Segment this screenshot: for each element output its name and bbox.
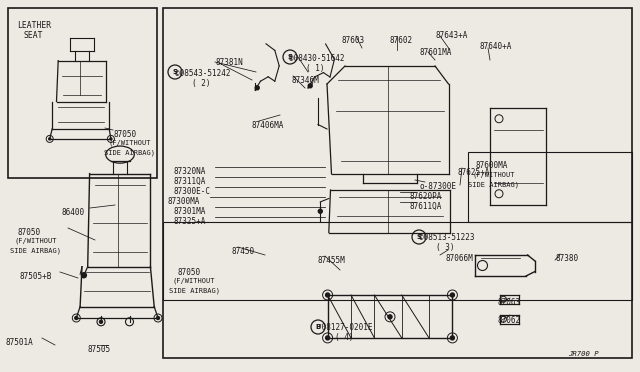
Circle shape: [451, 293, 454, 297]
Text: 87625+A: 87625+A: [458, 168, 490, 177]
Text: 87050: 87050: [18, 228, 41, 237]
Text: 87346M: 87346M: [292, 76, 320, 85]
Text: 87603: 87603: [341, 36, 364, 45]
Circle shape: [157, 317, 159, 320]
Text: ©08543-51242: ©08543-51242: [175, 69, 230, 78]
Text: S: S: [417, 234, 422, 240]
Text: 87640+A: 87640+A: [480, 42, 513, 51]
Text: ©08513-51223: ©08513-51223: [419, 233, 474, 242]
Text: 87450: 87450: [232, 247, 255, 256]
Bar: [163, 8, 632, 358]
Text: 87505+B: 87505+B: [20, 272, 52, 281]
Text: JR700 P: JR700 P: [568, 351, 598, 357]
Text: 87501A: 87501A: [5, 338, 33, 347]
Circle shape: [451, 336, 454, 340]
Text: ( 1): ( 1): [306, 64, 324, 73]
Text: 87601MA: 87601MA: [420, 48, 452, 57]
Text: ( 4): ( 4): [335, 333, 353, 342]
Text: 87311QA: 87311QA: [173, 177, 205, 186]
Text: ²08127-0201E: ²08127-0201E: [318, 323, 374, 332]
Circle shape: [109, 138, 112, 140]
Text: SIDE AIRBAG): SIDE AIRBAG): [104, 150, 155, 157]
Text: 87050: 87050: [113, 130, 136, 139]
Text: 87380: 87380: [556, 254, 579, 263]
Text: 87300E-C: 87300E-C: [173, 187, 210, 196]
Text: 87062: 87062: [498, 316, 521, 325]
Text: (F/WITHOUT: (F/WITHOUT: [14, 238, 56, 244]
Text: SIDE AIRBAG): SIDE AIRBAG): [10, 248, 61, 254]
Text: 87381N: 87381N: [215, 58, 243, 67]
Text: 87406MA: 87406MA: [252, 121, 284, 130]
Text: 87301MA: 87301MA: [173, 207, 205, 216]
Text: ( 2): ( 2): [192, 79, 211, 88]
Text: o-87300E: o-87300E: [420, 182, 457, 191]
Text: 87600MA: 87600MA: [476, 161, 508, 170]
Circle shape: [388, 315, 392, 319]
Text: SEAT: SEAT: [24, 31, 44, 40]
Circle shape: [99, 320, 102, 323]
Text: 87455M: 87455M: [318, 256, 346, 265]
Bar: [8, 8, 157, 178]
Text: B: B: [316, 324, 321, 330]
Text: ( 3): ( 3): [436, 243, 454, 252]
Text: 87066M: 87066M: [446, 254, 474, 263]
Text: (F/WITHOUT: (F/WITHOUT: [108, 140, 150, 147]
Circle shape: [326, 293, 330, 297]
Circle shape: [255, 86, 259, 90]
Circle shape: [326, 336, 330, 340]
Circle shape: [49, 138, 51, 140]
Circle shape: [75, 317, 78, 320]
Circle shape: [318, 209, 323, 213]
Bar: [163, 222, 632, 300]
Text: 87643+A: 87643+A: [436, 31, 468, 40]
Circle shape: [308, 84, 312, 88]
Text: SIDE AIRBAG): SIDE AIRBAG): [169, 288, 220, 295]
Bar: [468, 152, 632, 222]
Text: 87063: 87063: [498, 298, 521, 307]
Text: 87320NA: 87320NA: [173, 167, 205, 176]
Text: S: S: [173, 69, 177, 75]
Text: 87611QA: 87611QA: [410, 202, 442, 211]
Text: (F/WITHOUT: (F/WITHOUT: [472, 171, 515, 177]
Text: LEATHER: LEATHER: [17, 21, 51, 30]
Text: 86400: 86400: [61, 208, 84, 217]
Text: 87620PA: 87620PA: [410, 192, 442, 201]
Circle shape: [81, 273, 86, 278]
Text: 87050: 87050: [177, 268, 200, 277]
Text: 87325+A: 87325+A: [173, 217, 205, 226]
Text: 87505: 87505: [88, 345, 111, 354]
Text: 87602: 87602: [390, 36, 413, 45]
Text: ©08430-51642: ©08430-51642: [289, 54, 344, 63]
Text: (F/WITHOUT: (F/WITHOUT: [173, 278, 216, 285]
Text: 87300MA: 87300MA: [168, 197, 200, 206]
Text: SIDE AIRBAG): SIDE AIRBAG): [468, 181, 519, 187]
Text: S: S: [287, 54, 292, 60]
